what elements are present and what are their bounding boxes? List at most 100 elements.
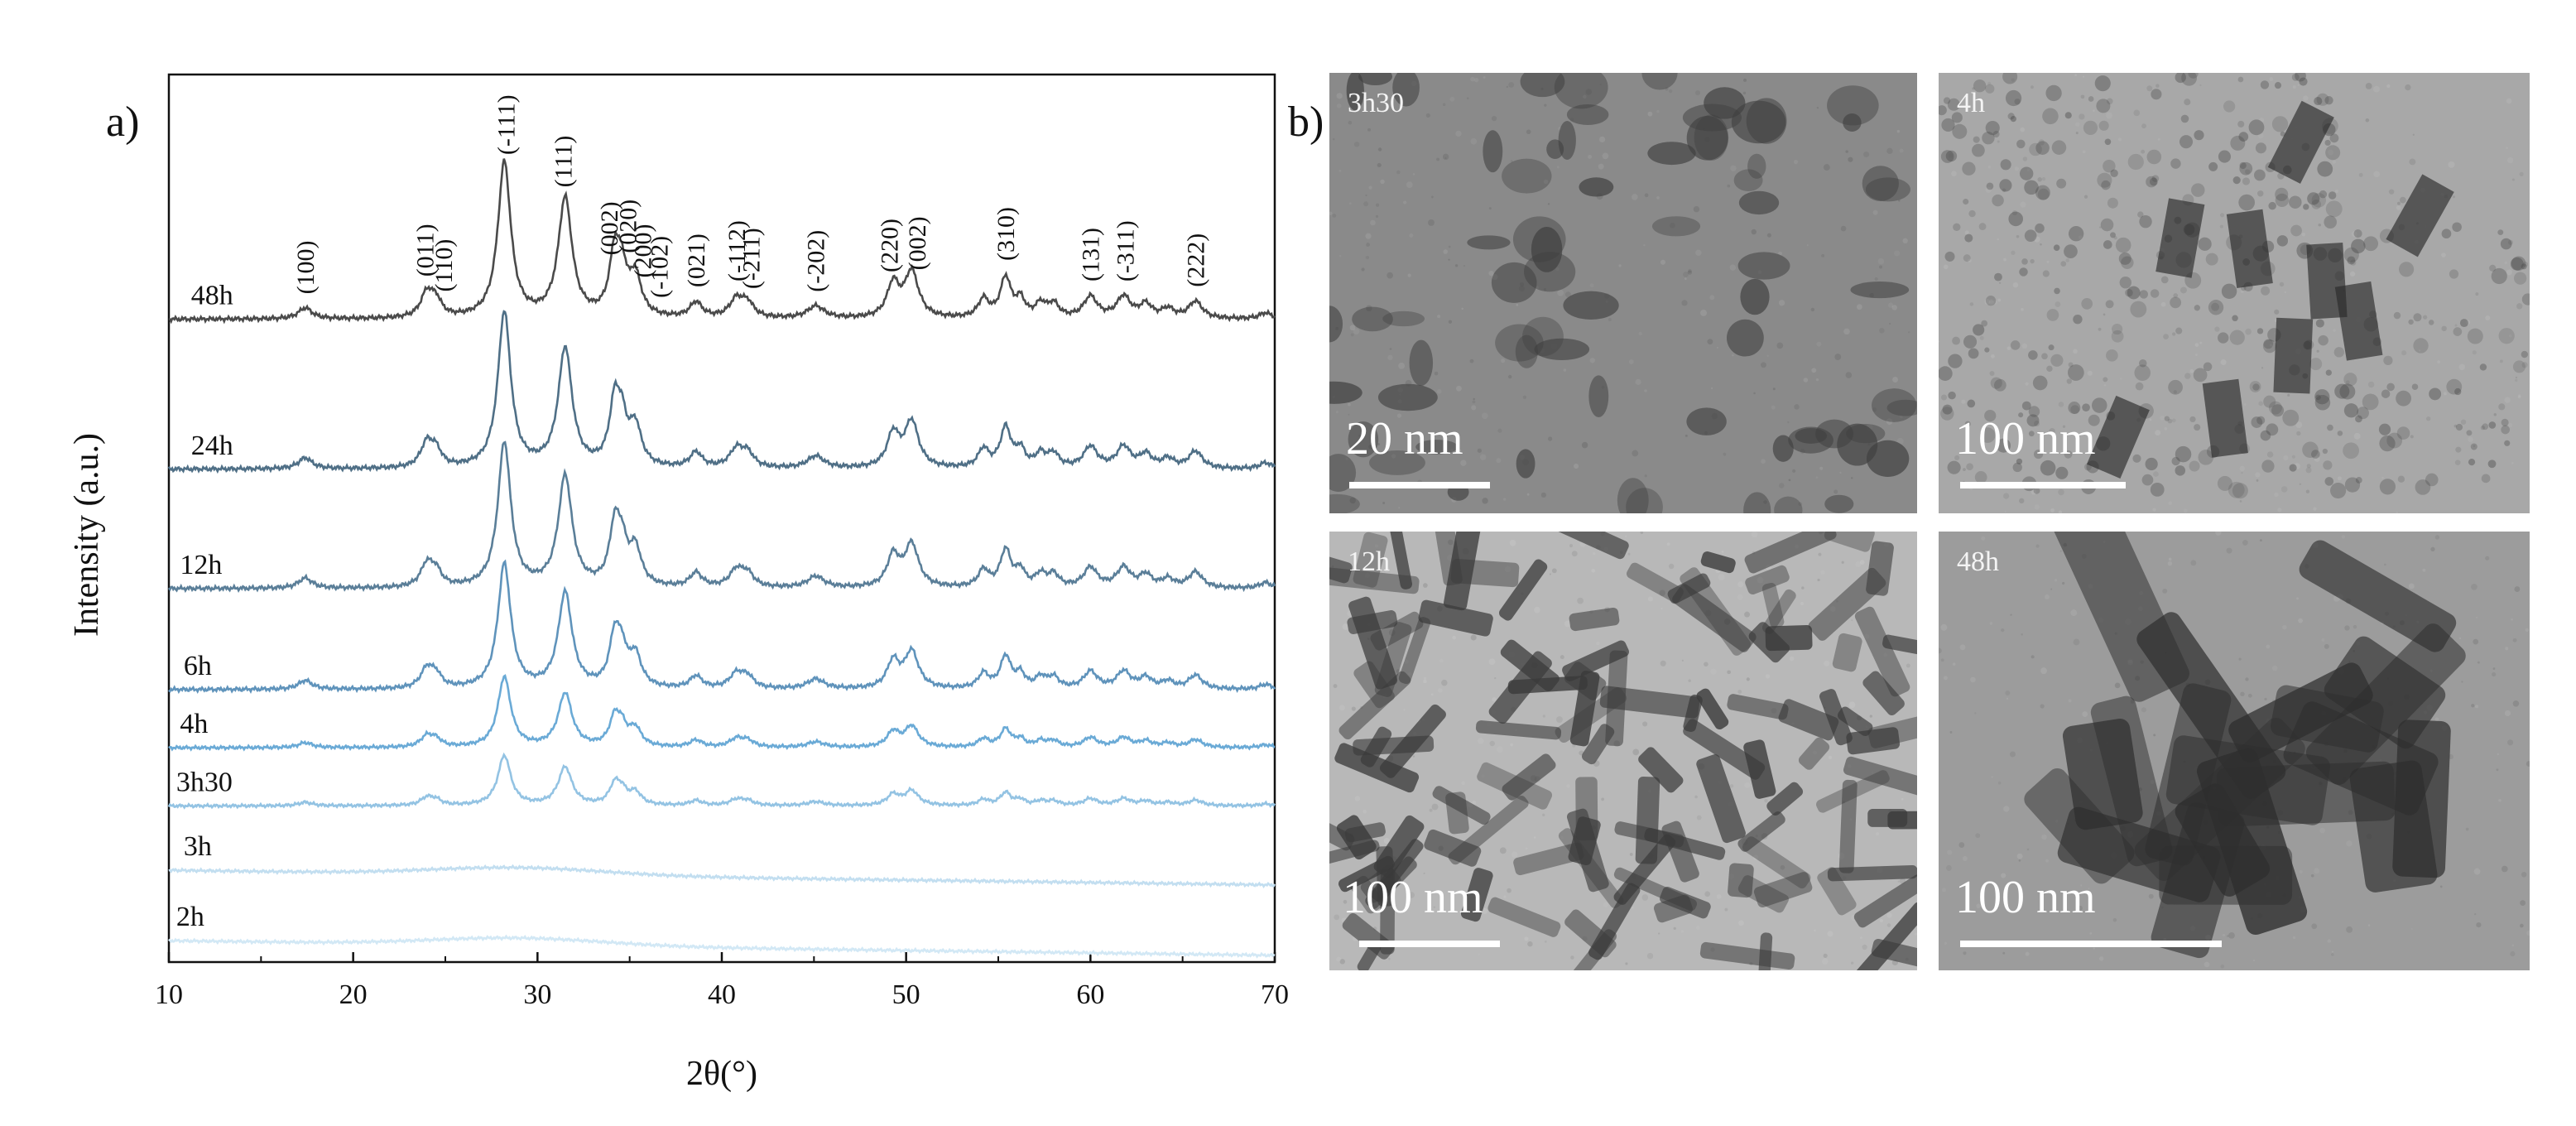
tem-grain: [2313, 507, 2317, 511]
tem-particle: [1382, 310, 1425, 327]
scale-bar: [1960, 482, 2126, 488]
tem-particle: [1945, 150, 1958, 162]
tem-grain: [2519, 171, 2524, 177]
tem-particle: [2021, 258, 2028, 265]
tem-particle: [2175, 73, 2186, 84]
tem-particle: [2150, 482, 2165, 497]
tem-grain: [2060, 261, 2067, 267]
tem-grain: [2507, 739, 2514, 746]
tem-particle: [2112, 323, 2123, 335]
peak-annotation: (-311): [1113, 220, 1140, 282]
tem-grain: [1470, 137, 1478, 145]
tem-grain: [1643, 243, 1646, 247]
tem-grain: [2012, 282, 2019, 288]
tem-grain: [1577, 597, 1584, 604]
tem-particle: [1686, 407, 1727, 435]
tem-grain: [1818, 552, 1822, 556]
tem-grain: [2034, 504, 2040, 510]
tem-grain: [1766, 354, 1769, 357]
tem-grain: [1828, 755, 1833, 760]
tem-grain: [1555, 267, 1560, 272]
tem-grain: [2381, 476, 2384, 479]
tem-grain: [1625, 535, 1627, 537]
tem-grain: [1660, 660, 1666, 666]
tem-grain: [1368, 185, 1372, 190]
tem-particle: [1951, 112, 1963, 123]
tem-particle: [2383, 355, 2393, 365]
tem-particle: [2334, 383, 2350, 399]
tem-grain: [1943, 676, 1948, 681]
tem-particle: [2194, 424, 2201, 431]
tem-particle: [1967, 399, 1976, 408]
tem-particle: [2343, 373, 2357, 387]
tem-grain: [1632, 748, 1640, 756]
tem-grain: [1879, 919, 1883, 923]
tem-particle: [2194, 305, 2200, 311]
tem-grain: [2006, 346, 2011, 350]
tem-grain: [2078, 905, 2083, 911]
tem-grain: [1647, 596, 1653, 602]
tem-grain: [2163, 334, 2169, 340]
tem-grain: [1992, 300, 1998, 305]
tem-particle: [1392, 73, 1420, 107]
tem-particle: [1329, 306, 1343, 343]
tem-particle: [2010, 115, 2016, 123]
tem-particle: [1968, 348, 1979, 359]
plot-frame: [167, 73, 1276, 964]
tem-grain: [1841, 561, 1844, 564]
tem-particle: [1973, 324, 1985, 336]
tem-particle: [1742, 836, 1811, 889]
tem-particle: [1358, 73, 1393, 86]
tem-particle: [2115, 237, 2131, 253]
tem-grain: [1989, 370, 1995, 377]
tem-particle: [1329, 493, 1360, 513]
tem-grain: [1459, 449, 1462, 452]
tem-grain: [2298, 618, 2304, 623]
tem-particle: [1546, 139, 1564, 160]
tem-particle: [1682, 103, 1742, 132]
tem-grain: [2117, 137, 2122, 142]
tem-grain: [1499, 847, 1507, 854]
tem-particle: [1984, 409, 1997, 422]
tem-grain: [1855, 561, 1862, 568]
series-label: 48h: [191, 281, 233, 311]
tem-particle: [2256, 416, 2266, 425]
tem-grain: [1412, 755, 1415, 758]
peak-annotation: (-202): [803, 230, 830, 292]
tem-grain: [1542, 715, 1546, 718]
tem-grain: [2477, 661, 2480, 664]
tem-particle: [2260, 430, 2271, 441]
tem-particle: [2413, 313, 2422, 322]
tem-grain: [2318, 223, 2322, 227]
tem-grain: [1339, 959, 1345, 965]
tem-particle: [2299, 77, 2308, 86]
tem-grain: [1547, 203, 1550, 205]
tem-grain: [1816, 341, 1822, 347]
tem-grain: [2078, 235, 2083, 239]
tem-particle: [2512, 360, 2526, 373]
tem-grain: [1893, 250, 1901, 257]
tem-grain: [1522, 395, 1527, 400]
tem-particle: [2325, 200, 2343, 218]
tem-grain: [1948, 153, 1954, 158]
tem-particle: [1761, 589, 1796, 634]
tem-particle: [1953, 223, 1961, 231]
tem-particle: [2282, 409, 2300, 426]
tem-particle: [2263, 395, 2276, 408]
tem-particle: [2491, 267, 2507, 285]
tem-grain: [1718, 703, 1721, 706]
tem-particle: [1348, 596, 1398, 690]
tem-grain: [1887, 302, 1894, 308]
tem-particle: [2239, 161, 2247, 170]
tem-grain: [1398, 362, 1406, 369]
tem-particle: [1562, 640, 1629, 682]
tem-grain: [2171, 332, 2176, 336]
tem-particle: [1641, 73, 1678, 90]
tem-particle: [1761, 582, 1785, 628]
tem-grain: [1555, 716, 1563, 724]
tem-particle: [2498, 328, 2515, 344]
tem-particle: [2242, 177, 2251, 185]
tem-grain: [2114, 682, 2121, 689]
tem-grain: [2367, 381, 2375, 388]
tem-grain: [2068, 699, 2072, 703]
